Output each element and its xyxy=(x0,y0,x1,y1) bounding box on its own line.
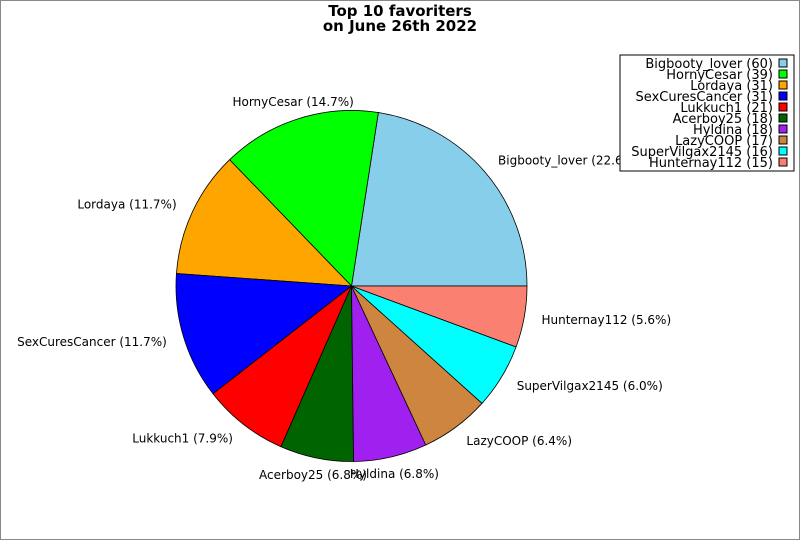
legend-entry: Lukkuch1 (21) xyxy=(680,101,773,116)
pie-slice-lordaya xyxy=(176,159,353,287)
legend-entry: Hunternay112 (15) xyxy=(649,156,773,171)
legend-swatch xyxy=(778,58,788,68)
legend-entry: SuperVilgax2145 (16) xyxy=(631,145,773,160)
slice-label: Acerboy25 (6.8%) xyxy=(259,468,367,482)
legend-swatch xyxy=(778,157,788,167)
legend-entry: Hyldina (18) xyxy=(693,123,773,138)
legend-entry: HornyCesar (39) xyxy=(666,68,773,83)
slice-label: Lordaya (11.7%) xyxy=(77,197,176,211)
legend-swatch xyxy=(778,146,788,156)
legend-swatch xyxy=(778,69,788,79)
pie-slice-bigbooty_lover xyxy=(351,112,528,287)
slice-label: Hunternay112 (5.6%) xyxy=(541,313,671,327)
legend-box xyxy=(619,54,795,172)
legend-swatch xyxy=(778,80,788,90)
legend-entry: Lordaya (31) xyxy=(690,79,773,94)
slice-label: Hyldina (6.8%) xyxy=(350,467,439,481)
slice-label: LazyCOOP (6.4%) xyxy=(466,434,572,448)
legend-entry: SexCuresCancer (31) xyxy=(636,90,773,105)
slice-label: SexCuresCancer (11.7%) xyxy=(17,335,167,349)
slice-label: SuperVilgax2145 (6.0%) xyxy=(517,379,663,393)
legend-swatch xyxy=(778,102,788,112)
slice-label: HornyCesar (14.7%) xyxy=(232,95,353,109)
slice-label: Lukkuch1 (7.9%) xyxy=(132,431,233,445)
pie-slice-hunternay112 xyxy=(351,285,528,348)
legend-swatch xyxy=(778,124,788,134)
legend-entry: LazyCOOP (17) xyxy=(675,134,773,149)
legend-swatch xyxy=(778,113,788,123)
slice-label: Bigbooty_lover (22.6%) xyxy=(498,153,639,167)
legend-entry: Bigbooty_lover (60) xyxy=(645,57,773,72)
legend-swatch xyxy=(778,91,788,101)
pie-slice-sexcurescancer xyxy=(175,273,353,395)
pie-slice-hornycesar xyxy=(229,110,379,287)
legend-swatch xyxy=(778,135,788,145)
chart-title-line-2: on June 26th 2022 xyxy=(323,17,477,35)
legend-entry: Acerboy25 (18) xyxy=(673,112,773,127)
chart-title-line-1: Top 10 favoriters xyxy=(328,2,472,20)
